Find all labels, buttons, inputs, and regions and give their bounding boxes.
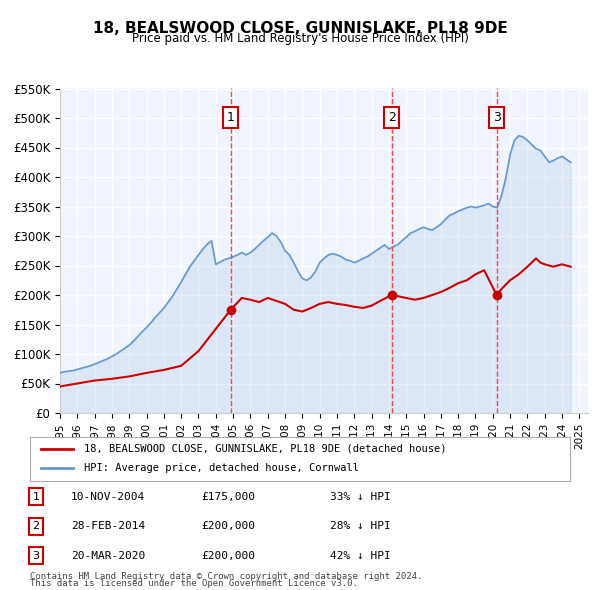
Text: 28-FEB-2014: 28-FEB-2014 <box>71 522 145 531</box>
Text: £200,000: £200,000 <box>201 522 255 531</box>
Text: 1: 1 <box>227 111 235 124</box>
Text: 42% ↓ HPI: 42% ↓ HPI <box>329 551 391 560</box>
Text: 10-NOV-2004: 10-NOV-2004 <box>71 492 145 502</box>
Text: 3: 3 <box>32 551 40 560</box>
Text: Price paid vs. HM Land Registry's House Price Index (HPI): Price paid vs. HM Land Registry's House … <box>131 32 469 45</box>
Text: 28% ↓ HPI: 28% ↓ HPI <box>329 522 391 531</box>
Text: HPI: Average price, detached house, Cornwall: HPI: Average price, detached house, Corn… <box>84 464 359 473</box>
Text: 20-MAR-2020: 20-MAR-2020 <box>71 551 145 560</box>
Text: 2: 2 <box>32 522 40 531</box>
Text: £200,000: £200,000 <box>201 551 255 560</box>
Text: 18, BEALSWOOD CLOSE, GUNNISLAKE, PL18 9DE (detached house): 18, BEALSWOOD CLOSE, GUNNISLAKE, PL18 9D… <box>84 444 446 454</box>
Text: 18, BEALSWOOD CLOSE, GUNNISLAKE, PL18 9DE: 18, BEALSWOOD CLOSE, GUNNISLAKE, PL18 9D… <box>92 21 508 35</box>
Text: 1: 1 <box>32 492 40 502</box>
Text: £175,000: £175,000 <box>201 492 255 502</box>
Text: Contains HM Land Registry data © Crown copyright and database right 2024.: Contains HM Land Registry data © Crown c… <box>30 572 422 581</box>
Text: This data is licensed under the Open Government Licence v3.0.: This data is licensed under the Open Gov… <box>30 579 358 588</box>
Text: 3: 3 <box>493 111 500 124</box>
Text: 33% ↓ HPI: 33% ↓ HPI <box>329 492 391 502</box>
Text: 2: 2 <box>388 111 395 124</box>
